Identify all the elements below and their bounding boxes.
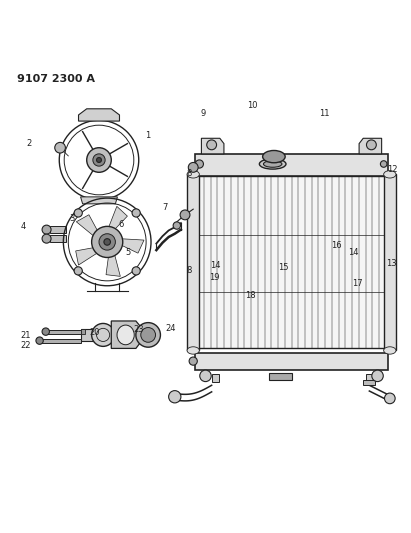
Polygon shape [106, 248, 120, 277]
Ellipse shape [263, 150, 285, 163]
Circle shape [36, 337, 43, 344]
Text: 5: 5 [125, 248, 130, 257]
Ellipse shape [187, 347, 199, 354]
Text: 8: 8 [187, 169, 192, 178]
Polygon shape [359, 138, 382, 154]
Ellipse shape [384, 171, 396, 178]
Circle shape [99, 234, 115, 250]
Bar [363, 379, 376, 385]
Bar [195, 352, 388, 370]
Text: 20: 20 [90, 328, 100, 337]
Text: 3: 3 [70, 214, 75, 223]
Circle shape [169, 391, 181, 403]
Circle shape [141, 328, 155, 342]
Polygon shape [76, 215, 101, 240]
Circle shape [42, 234, 51, 243]
Circle shape [92, 227, 123, 257]
Circle shape [132, 209, 140, 217]
Text: 13: 13 [387, 259, 397, 268]
Circle shape [180, 210, 190, 220]
Circle shape [87, 148, 111, 172]
Text: 14: 14 [348, 248, 358, 257]
Circle shape [195, 160, 203, 168]
Circle shape [74, 267, 82, 275]
Circle shape [42, 328, 49, 335]
Text: 10: 10 [247, 101, 258, 110]
Text: 18: 18 [245, 292, 256, 301]
Ellipse shape [117, 325, 134, 345]
Text: 21: 21 [21, 331, 31, 340]
Circle shape [367, 140, 376, 150]
Polygon shape [111, 321, 140, 349]
Text: 4: 4 [21, 222, 26, 231]
Text: 11: 11 [319, 109, 330, 118]
Text: 2: 2 [26, 139, 31, 148]
Circle shape [381, 161, 387, 167]
Circle shape [372, 370, 383, 382]
Bar [50, 236, 66, 242]
Text: 23: 23 [134, 325, 144, 334]
Text: 6: 6 [119, 220, 124, 229]
Ellipse shape [187, 171, 199, 178]
Text: 14: 14 [210, 261, 221, 270]
Circle shape [92, 324, 115, 346]
Ellipse shape [259, 159, 286, 169]
Circle shape [74, 209, 82, 217]
Circle shape [188, 163, 198, 172]
Text: 12: 12 [387, 165, 397, 174]
Text: 9: 9 [201, 109, 206, 118]
Circle shape [93, 154, 105, 166]
Polygon shape [269, 373, 291, 380]
Circle shape [55, 142, 65, 153]
Circle shape [173, 222, 180, 229]
Polygon shape [79, 109, 120, 121]
Bar [366, 374, 374, 382]
Text: 17: 17 [352, 279, 363, 288]
Text: 15: 15 [278, 263, 289, 272]
Bar [81, 329, 99, 342]
Text: 8: 8 [187, 266, 192, 275]
Circle shape [104, 239, 111, 245]
Text: 16: 16 [331, 241, 342, 249]
Circle shape [200, 370, 211, 382]
Ellipse shape [263, 161, 282, 167]
Circle shape [132, 267, 140, 275]
Bar [212, 374, 219, 382]
Text: 24: 24 [166, 324, 176, 333]
Bar [195, 154, 388, 176]
Bar [50, 227, 66, 233]
Bar [81, 329, 85, 335]
Text: 9107 2300 A: 9107 2300 A [17, 74, 95, 84]
Text: 19: 19 [209, 273, 220, 282]
Text: 22: 22 [21, 341, 31, 350]
Text: 7: 7 [162, 204, 167, 213]
Polygon shape [115, 238, 144, 253]
Polygon shape [76, 246, 103, 265]
Circle shape [42, 225, 51, 234]
Polygon shape [201, 138, 224, 154]
Circle shape [207, 140, 217, 150]
Circle shape [136, 322, 160, 347]
Ellipse shape [384, 347, 396, 354]
Circle shape [385, 393, 395, 403]
Circle shape [189, 357, 197, 365]
Bar [187, 174, 199, 351]
Polygon shape [106, 206, 127, 235]
Polygon shape [81, 197, 118, 204]
Text: 1: 1 [145, 131, 151, 140]
Bar [39, 339, 81, 343]
Circle shape [97, 158, 102, 163]
Bar [384, 174, 396, 351]
Bar [197, 176, 386, 349]
Bar [46, 329, 81, 334]
